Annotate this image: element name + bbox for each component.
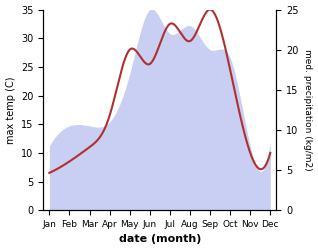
X-axis label: date (month): date (month): [119, 234, 201, 244]
Y-axis label: max temp (C): max temp (C): [5, 76, 16, 144]
Y-axis label: med. precipitation (kg/m2): med. precipitation (kg/m2): [303, 49, 313, 171]
